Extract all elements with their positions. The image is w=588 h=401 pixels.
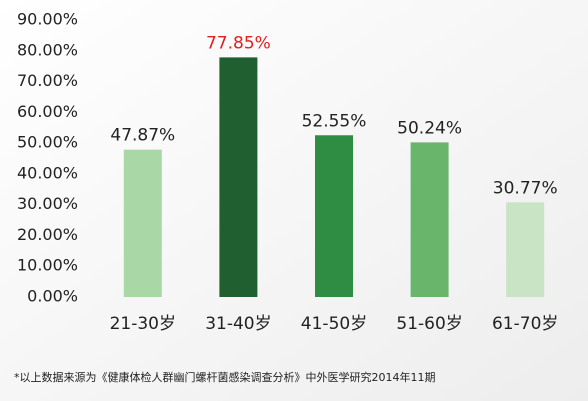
y-tick-label: 70.00%: [17, 71, 78, 90]
y-tick-label: 50.00%: [17, 133, 78, 152]
value-label: 77.85%: [206, 33, 271, 53]
value-label: 47.87%: [110, 126, 175, 146]
footnote: *以上数据来源为《健康体检人群幽门螺杆菌感染调查分析》中外医学研究2014年11…: [14, 370, 436, 384]
y-tick-label: 60.00%: [17, 102, 78, 121]
x-tick-label: 21-30岁: [110, 314, 176, 334]
bar: [506, 202, 545, 297]
bar: [123, 149, 162, 297]
value-label: 50.24%: [397, 118, 462, 138]
y-tick-label: 20.00%: [17, 225, 78, 244]
y-tick-label: 40.00%: [17, 163, 78, 182]
y-tick-label: 80.00%: [17, 40, 78, 59]
bar: [219, 57, 258, 297]
x-tick-label: 51-60岁: [396, 314, 462, 334]
y-tick-label: 0.00%: [27, 287, 78, 306]
value-label: 30.77%: [493, 178, 558, 198]
bar: [410, 142, 449, 297]
y-tick-label: 30.00%: [17, 194, 78, 213]
bar: [315, 135, 353, 297]
x-tick-label: 31-40岁: [205, 314, 271, 334]
x-tick-label: 61-70岁: [492, 314, 558, 334]
y-tick-label: 10.00%: [17, 256, 78, 275]
x-tick-label: 41-50岁: [301, 314, 367, 334]
y-tick-label: 90.00%: [17, 10, 78, 29]
value-label: 52.55%: [302, 111, 367, 131]
